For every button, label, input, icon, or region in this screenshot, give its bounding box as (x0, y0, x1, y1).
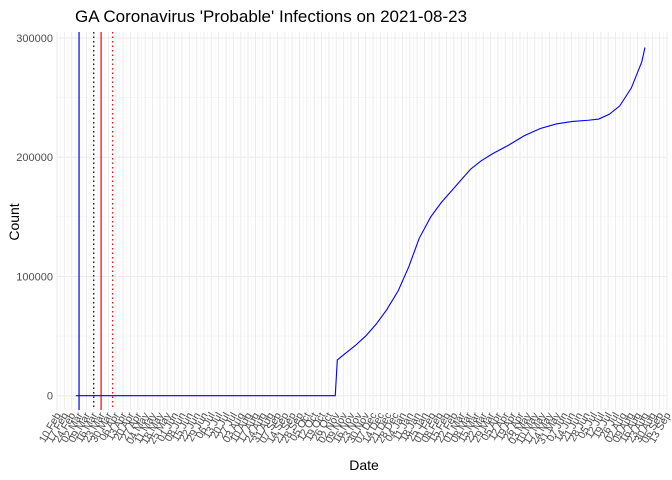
chart-title: GA Coronavirus 'Probable' Infections on … (75, 7, 467, 26)
y-tick-label: 200000 (16, 152, 53, 164)
y-axis-ticks: 0 100000 200000 300000 (16, 33, 53, 403)
series-line (75, 47, 646, 397)
series (75, 47, 646, 397)
y-tick-label: 0 (47, 391, 53, 403)
grid (56, 32, 668, 410)
x-axis-title: Date (349, 457, 379, 473)
y-tick-label: 100000 (16, 271, 53, 283)
y-axis-title: Count (6, 203, 22, 240)
reference-lines (78, 32, 114, 410)
y-tick-label: 300000 (16, 33, 53, 45)
